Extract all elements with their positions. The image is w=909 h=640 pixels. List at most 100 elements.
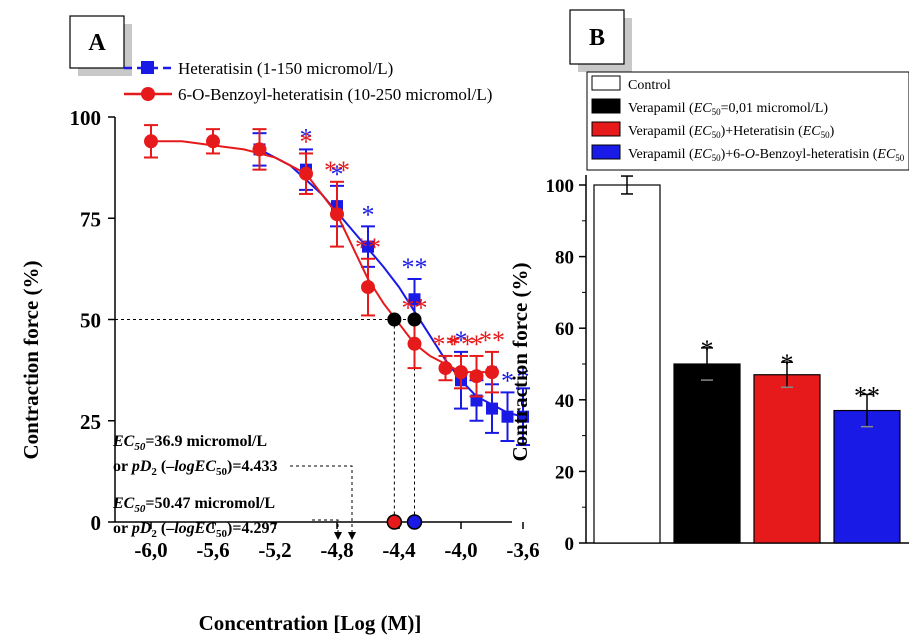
significance-marker: * bbox=[470, 330, 483, 359]
data-point-benzoyl bbox=[361, 280, 375, 295]
panel-b-y-ticks: 0 20 40 60 80 100 bbox=[546, 176, 586, 555]
panel-a-series: *********************** bbox=[144, 123, 530, 530]
data-point-heteratisin bbox=[362, 240, 374, 253]
fit-curve-benzoyl bbox=[151, 140, 492, 374]
data-point-benzoyl bbox=[144, 134, 158, 149]
bar-significance-marker: * bbox=[781, 349, 794, 378]
legend-verapamil-swatch bbox=[591, 98, 621, 114]
panel-a-x-tick-label: -5,2 bbox=[258, 538, 291, 562]
panel-b-y-tick-label: 40 bbox=[555, 391, 574, 412]
legend-verapamil-heteratisin-label: Verapamil (EC50)+Heteratisin (EC50) bbox=[628, 124, 835, 140]
ec1-pd2-label: or pD2 (–logEC50)=4.433 bbox=[113, 458, 277, 478]
legend-verapamil-benzoyl-label: Verapamil (EC50)+6-O-Benzoyl-heteratisin… bbox=[628, 147, 905, 163]
panel-a-x-tick-label: -4,0 bbox=[444, 538, 477, 562]
panel-a-label-box bbox=[69, 15, 125, 69]
panel-b-y-tick-label: 100 bbox=[546, 176, 575, 197]
panel-a-ec50-annotation-2: EC50=50.47 micromol/L or pD2 (–logEC50)=… bbox=[112, 495, 277, 540]
significance-marker: * bbox=[300, 123, 313, 152]
ec2-pointer-arrow bbox=[334, 532, 342, 540]
panel-a-label: A bbox=[88, 30, 106, 56]
ec50-axis-point bbox=[386, 514, 403, 530]
ec50-point bbox=[387, 312, 402, 327]
data-point-heteratisin bbox=[501, 410, 514, 423]
panel-b-bars: * *** bbox=[593, 175, 901, 544]
bar bbox=[833, 409, 901, 544]
significance-marker: * bbox=[517, 362, 530, 391]
legend-control-label: Control bbox=[628, 78, 671, 93]
significance-marker: * bbox=[362, 200, 375, 229]
panel-a-y-tick-label: 75 bbox=[80, 207, 101, 231]
panel-a-x-tick-label: -4,8 bbox=[320, 538, 353, 562]
data-point-heteratisin bbox=[517, 410, 529, 423]
bar bbox=[753, 374, 821, 544]
legend-control-swatch bbox=[591, 75, 621, 91]
significance-marker: * bbox=[455, 326, 468, 355]
panel-a-x-tick-label: -5,6 bbox=[196, 538, 229, 562]
bar bbox=[673, 363, 741, 544]
panel-a: A Heteratisin (1-150 micromol/L) 6-O-Ben… bbox=[19, 15, 540, 635]
legend-verapamil-label: Verapamil (EC50=0,01 micromol/L) bbox=[628, 101, 828, 117]
significance-marker: ** bbox=[355, 233, 381, 262]
significance-marker: ** bbox=[433, 330, 459, 359]
panel-a-legend: Heteratisin (1-150 micromol/L) 6-O-Benzo… bbox=[124, 59, 492, 104]
ec2-label: EC50=50.47 micromol/L bbox=[112, 495, 275, 515]
panel-a-y-tick-label: 25 bbox=[80, 410, 101, 434]
significance-marker: * bbox=[501, 366, 514, 395]
data-point-benzoyl bbox=[469, 369, 484, 384]
panel-a-x-ticks: -6,0 -5,6 -5,2 -4,8 -4,4 -4,0 -3,6 bbox=[134, 522, 540, 562]
ec1-pointer-arrow bbox=[348, 532, 356, 540]
legend-benzoyl-marker bbox=[141, 87, 155, 101]
data-point-benzoyl bbox=[252, 142, 267, 157]
legend-benzoyl-label: 6-O-Benzoyl-heteratisin (10-250 micromol… bbox=[178, 85, 492, 104]
bar-significance-marker: ** bbox=[854, 381, 880, 410]
panel-a-ec50-annotation-1: EC50=36.9 micromol/L or pD2 (–logEC50)=4… bbox=[112, 433, 277, 478]
data-point-benzoyl bbox=[438, 361, 453, 376]
panel-a-x-axis-label: Concentration [Log (M)] bbox=[199, 611, 422, 635]
data-point-benzoyl bbox=[330, 207, 344, 222]
panel-b-legend-frame bbox=[586, 71, 909, 171]
data-point-benzoyl bbox=[407, 336, 422, 351]
panel-b-legend: Control Verapamil (EC50=0,01 micromol/L)… bbox=[586, 71, 909, 171]
ec1-pointer-dash bbox=[290, 465, 353, 538]
significance-marker: ** bbox=[324, 156, 350, 185]
panel-a-y-tick-label: 100 bbox=[70, 106, 102, 130]
data-point-heteratisin bbox=[408, 293, 421, 306]
panel-a-x-tick-label: -3,6 bbox=[506, 538, 539, 562]
ec1-label: EC50=36.9 micromol/L bbox=[112, 433, 267, 453]
bar-significance-marker: * bbox=[701, 335, 714, 364]
ec2-pd2-label: or pD2 (–logEC50)=4.297 bbox=[113, 520, 277, 540]
bar bbox=[593, 184, 661, 544]
data-point-benzoyl bbox=[454, 365, 468, 380]
panel-a-y-axis-label: Contraction force (%) bbox=[19, 260, 43, 459]
panel-b-y-tick-label: 80 bbox=[555, 248, 574, 269]
legend-verapamil-benzoyl-swatch bbox=[591, 144, 621, 160]
panel-a-reference-lines bbox=[115, 319, 415, 540]
ec50-point bbox=[407, 312, 422, 327]
panel-a-y-ticks: 0 25 50 75 100 bbox=[70, 106, 115, 535]
significance-marker: ** bbox=[402, 253, 428, 282]
panel-b-y-tick-label: 0 bbox=[565, 534, 575, 555]
panel-a-y-tick-label: 0 bbox=[91, 511, 102, 535]
legend-heteratisin-label: Heteratisin (1-150 micromol/L) bbox=[178, 59, 393, 78]
panel-a-x-tick-label: -6,0 bbox=[134, 538, 167, 562]
data-point-heteratisin bbox=[486, 402, 498, 415]
legend-heteratisin-marker bbox=[141, 61, 154, 74]
data-point-heteratisin bbox=[470, 394, 483, 407]
significance-marker: ** bbox=[479, 326, 505, 355]
legend-verapamil-heteratisin-swatch bbox=[591, 121, 621, 137]
data-point-benzoyl bbox=[485, 365, 499, 380]
significance-marker: ** bbox=[448, 330, 474, 359]
significance-marker: * bbox=[300, 127, 313, 156]
panel-b-y-tick-label: 20 bbox=[555, 462, 574, 483]
panel-b-y-axis-label: Contraction force (%) bbox=[508, 262, 532, 461]
panel-a-x-tick-label: -4,4 bbox=[382, 538, 416, 562]
data-point-benzoyl bbox=[206, 134, 220, 149]
panel-b: B Control Verapamil (EC50=0,01 micromol/… bbox=[508, 9, 909, 555]
ec50-axis-point bbox=[406, 514, 423, 530]
panel-a-y-tick-label: 50 bbox=[80, 309, 101, 333]
panel-b-y-tick-label: 60 bbox=[555, 319, 574, 340]
panel-b-label: B bbox=[589, 25, 605, 51]
panel-b-label-box bbox=[569, 9, 625, 65]
data-point-benzoyl bbox=[299, 166, 313, 181]
